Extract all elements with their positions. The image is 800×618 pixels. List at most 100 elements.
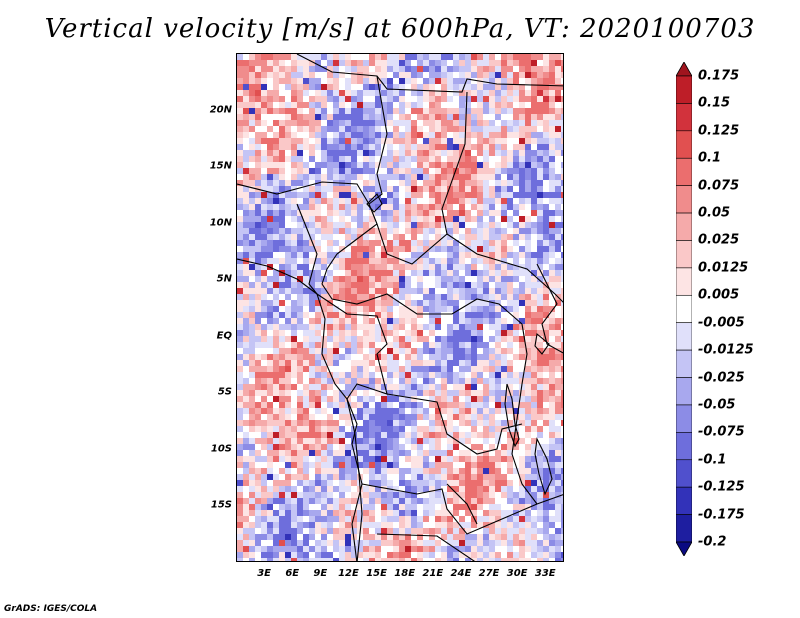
field-cell	[549, 294, 555, 300]
field-cell	[519, 486, 525, 492]
field-cell	[537, 408, 543, 414]
field-cell	[429, 558, 435, 561]
field-cell	[381, 84, 387, 90]
field-cell	[375, 498, 381, 504]
field-cell	[279, 516, 285, 522]
field-cell	[291, 546, 297, 552]
field-cell	[249, 546, 255, 552]
field-cell	[255, 468, 261, 474]
field-cell	[351, 174, 357, 180]
field-cell	[375, 132, 381, 138]
field-cell	[531, 300, 537, 306]
field-cell	[411, 84, 417, 90]
field-cell	[561, 324, 563, 330]
field-cell	[477, 72, 483, 78]
field-cell	[279, 72, 285, 78]
field-cell	[429, 270, 435, 276]
field-cell	[507, 312, 513, 318]
field-cell	[291, 90, 297, 96]
field-cell	[471, 522, 477, 528]
field-cell	[537, 234, 543, 240]
field-cell	[351, 108, 357, 114]
field-cell	[531, 378, 537, 384]
field-cell	[237, 174, 243, 180]
field-cell	[267, 60, 273, 66]
field-cell	[507, 462, 513, 468]
field-cell	[417, 492, 423, 498]
field-cell	[369, 204, 375, 210]
field-cell	[429, 114, 435, 120]
field-cell	[555, 498, 561, 504]
field-cell	[243, 300, 249, 306]
field-cell	[411, 168, 417, 174]
field-cell	[453, 390, 459, 396]
field-cell	[315, 330, 321, 336]
field-cell	[393, 240, 399, 246]
field-cell	[429, 234, 435, 240]
field-cell	[411, 108, 417, 114]
field-cell	[393, 120, 399, 126]
field-cell	[447, 78, 453, 84]
field-cell	[399, 234, 405, 240]
field-cell	[303, 174, 309, 180]
field-cell	[333, 348, 339, 354]
field-cell	[477, 432, 483, 438]
field-cell	[315, 402, 321, 408]
field-cell	[357, 342, 363, 348]
field-cell	[285, 282, 291, 288]
field-cell	[393, 144, 399, 150]
field-cell	[501, 54, 507, 60]
field-cell	[495, 192, 501, 198]
field-cell	[555, 396, 561, 402]
field-cell	[297, 174, 303, 180]
field-cell	[543, 342, 549, 348]
field-cell	[507, 504, 513, 510]
lon-tick-label: 18E	[394, 568, 416, 579]
field-cell	[399, 300, 405, 306]
field-cell	[339, 306, 345, 312]
field-cell	[255, 90, 261, 96]
field-cell	[387, 264, 393, 270]
field-cell	[399, 186, 405, 192]
field-cell	[345, 336, 351, 342]
field-cell	[423, 258, 429, 264]
field-cell	[495, 282, 501, 288]
colorbar-level-label: -0.0125	[698, 342, 754, 358]
field-cell	[543, 360, 549, 366]
field-cell	[363, 504, 369, 510]
field-cell	[471, 312, 477, 318]
field-cell	[495, 306, 501, 312]
field-cell	[261, 336, 267, 342]
field-cell	[513, 90, 519, 96]
field-cell	[459, 96, 465, 102]
field-cell	[465, 546, 471, 552]
field-cell	[429, 90, 435, 96]
field-cell	[405, 120, 411, 126]
field-cell	[249, 438, 255, 444]
field-cell	[495, 360, 501, 366]
field-cell	[405, 96, 411, 102]
field-cell	[321, 366, 327, 372]
field-cell	[543, 432, 549, 438]
field-cell	[543, 546, 549, 552]
field-cell	[429, 276, 435, 282]
field-cell	[513, 360, 519, 366]
field-cell	[495, 120, 501, 126]
field-cell	[411, 240, 417, 246]
field-cell	[513, 390, 519, 396]
field-cell	[513, 402, 519, 408]
field-cell	[513, 54, 519, 60]
field-cell	[381, 210, 387, 216]
field-cell	[543, 480, 549, 486]
field-cell	[357, 174, 363, 180]
field-cell	[435, 492, 441, 498]
field-cell	[543, 138, 549, 144]
field-cell	[537, 498, 543, 504]
field-cell	[243, 114, 249, 120]
field-cell	[399, 390, 405, 396]
field-cell	[381, 552, 387, 558]
field-cell	[351, 516, 357, 522]
field-cell	[411, 420, 417, 426]
field-cell	[531, 180, 537, 186]
colorbar-level-label: 0.125	[698, 123, 740, 139]
